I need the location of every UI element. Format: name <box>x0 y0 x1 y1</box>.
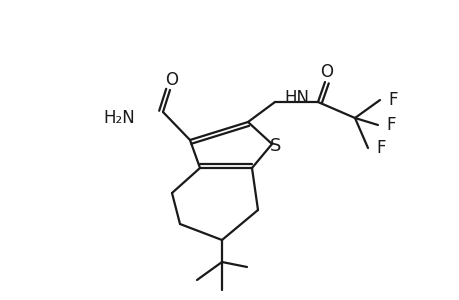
Text: O: O <box>165 71 178 89</box>
Text: HN: HN <box>283 89 308 107</box>
Text: O: O <box>320 63 333 81</box>
Text: F: F <box>375 139 385 157</box>
Text: S: S <box>270 137 281 155</box>
Text: H₂N: H₂N <box>103 109 134 127</box>
Text: F: F <box>385 116 395 134</box>
Text: F: F <box>387 91 397 109</box>
